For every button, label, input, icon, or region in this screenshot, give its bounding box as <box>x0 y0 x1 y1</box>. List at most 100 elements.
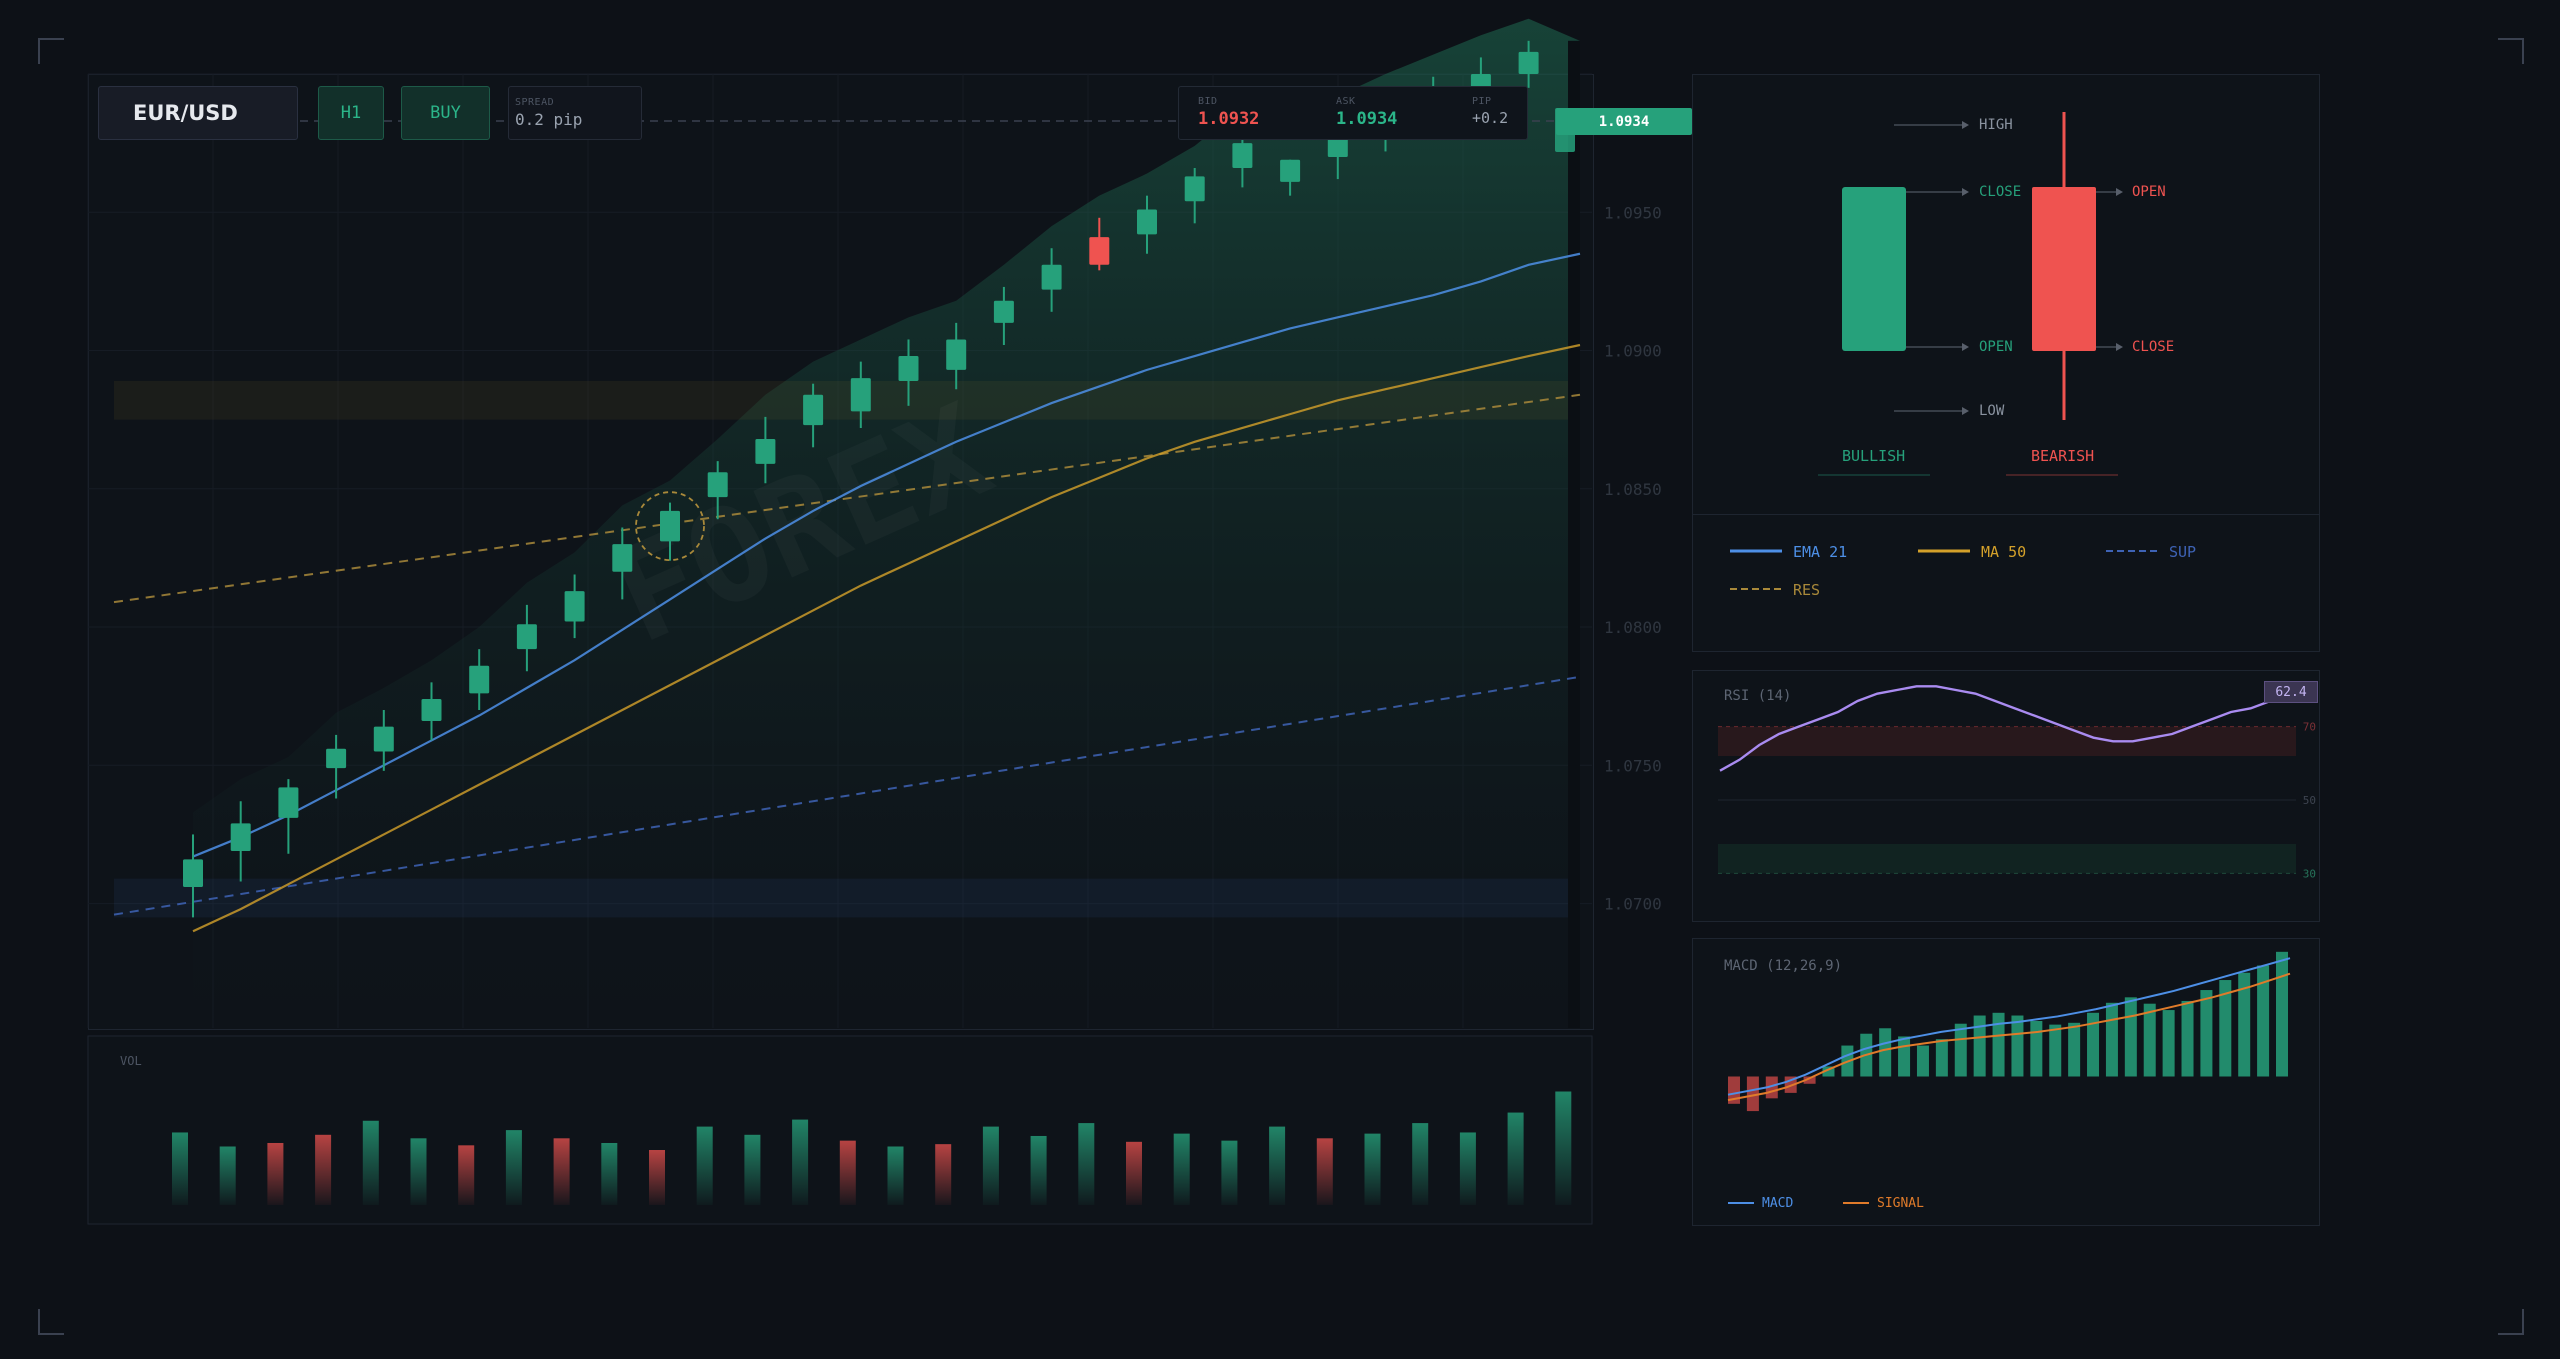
bullish-candle <box>183 859 203 887</box>
macd-histogram-bar-positive <box>2219 980 2232 1077</box>
bullish-candle <box>850 378 871 412</box>
signal-legend-label: SIGNAL <box>1877 1196 1924 1211</box>
macd-histogram-bar-positive <box>1954 1023 1967 1077</box>
macd-histogram-bar-positive <box>1822 1066 1835 1077</box>
support-trendline <box>113 675 1581 916</box>
volume-bar-down <box>315 1134 332 1205</box>
volume-bar-up <box>362 1120 379 1205</box>
y-tick-label: 1.0950 <box>1604 203 1662 222</box>
pair-label: EUR/USD <box>133 101 238 125</box>
macd-histogram-bar-negative <box>1803 1076 1816 1084</box>
anatomy-bear-close-label: CLOSE <box>2132 339 2175 355</box>
rsi-title: RSI (14) <box>1724 688 1792 704</box>
macd-histogram-bar-positive <box>1879 1028 1892 1077</box>
bid-label: BID <box>1198 96 1218 107</box>
bearish-candle <box>1089 237 1110 265</box>
timeframe-label: H1 <box>340 103 362 123</box>
spread-box: SPREAD 0.2 pip <box>508 86 642 140</box>
buy-button[interactable]: BUY <box>401 86 490 140</box>
macd-histogram-bar-positive <box>2238 972 2251 1077</box>
volume-bar-up <box>1412 1123 1429 1205</box>
bid-block: BID 1.0932 <box>1198 96 1259 129</box>
ema21-line <box>192 252 1581 858</box>
bullish-candle <box>755 439 776 464</box>
macd-histogram-bar-positive <box>2257 965 2270 1077</box>
anatomy-low-arrow-head <box>1962 407 1969 415</box>
bullish-candle <box>1184 176 1205 202</box>
macd-histogram-bar-positive <box>2143 1003 2156 1077</box>
pip-value: +0.2 <box>1472 109 1509 127</box>
volume-title: VOL <box>120 1054 142 1068</box>
y-tick-label: 1.0900 <box>1604 342 1662 361</box>
rsi-overbought-zone <box>1718 726 2296 756</box>
rsi-line <box>1719 685 2291 772</box>
ask-block: ASK 1.0934 <box>1336 96 1397 129</box>
pair-chip[interactable]: EUR/USD <box>98 86 298 140</box>
macd-histogram-bar-positive <box>1973 1015 1986 1077</box>
bullish-candle <box>564 591 585 622</box>
right-edge-band <box>1568 40 1580 1029</box>
price-area-fill <box>193 18 1580 1028</box>
legend-res-label: RES <box>1793 581 1821 599</box>
macd-histogram-bar-positive <box>2030 1020 2043 1077</box>
macd-histogram-bar-positive <box>1935 1039 1948 1077</box>
macd-histogram-bar-positive <box>2200 990 2213 1077</box>
highlight-circle <box>635 491 705 562</box>
bullish-candle <box>707 472 728 498</box>
volume-bar-down <box>935 1144 952 1205</box>
macd-legend-label: MACD <box>1762 1196 1794 1211</box>
macd-line <box>1727 957 2291 1096</box>
macd-histogram-bar-positive <box>2276 951 2288 1077</box>
volume-bar-up <box>601 1142 618 1205</box>
bid-value: 1.0932 <box>1198 109 1260 129</box>
macd-histogram-bar-positive <box>1916 1045 1929 1077</box>
volume-bar-up <box>219 1146 236 1205</box>
timeframe-button[interactable]: H1 <box>318 86 384 140</box>
bullish-candle <box>612 544 633 572</box>
pip-block: PIP +0.2 <box>1472 96 1508 127</box>
volume-bar-up <box>172 1132 188 1205</box>
y-tick-label: 1.0800 <box>1604 618 1662 637</box>
volume-bar-up <box>1507 1112 1524 1205</box>
current-price-tag: 1.0934 <box>1556 108 1692 135</box>
bullish-candle <box>660 510 680 542</box>
macd-histogram-bar-positive <box>2105 1002 2118 1077</box>
bullish-label: BULLISH <box>1842 447 1906 465</box>
volume-bar-up <box>887 1146 904 1205</box>
bullish-candle <box>469 665 490 694</box>
macd-histogram-bar-positive <box>2068 1022 2081 1077</box>
anatomy-panel <box>1692 74 2320 516</box>
macd-histogram-bar-positive <box>2011 1015 2024 1077</box>
volume-bar-up <box>1221 1140 1238 1205</box>
volume-bar-up <box>410 1138 427 1205</box>
bullish-candle <box>898 356 919 381</box>
volume-bar-down <box>1316 1138 1333 1205</box>
volume-bar-up <box>1555 1091 1572 1205</box>
y-tick-label: 1.0850 <box>1604 480 1662 499</box>
volume-bar-up <box>1364 1133 1381 1205</box>
bullish-candle <box>1280 159 1301 182</box>
frame-corner-top-left <box>38 38 64 64</box>
anatomy-bullish-candle <box>1842 187 1906 351</box>
macd-histogram-bar-negative <box>1746 1076 1759 1112</box>
anatomy-bull-open-label: OPEN <box>1979 339 2013 355</box>
anatomy-bull-close-label: CLOSE <box>1979 184 2022 200</box>
anatomy-high-arrow-head <box>1962 121 1969 129</box>
macd-histogram-bar-positive <box>1992 1012 2005 1077</box>
legend-sup-label: SUP <box>2169 543 2197 561</box>
legend-panel <box>1692 514 2320 652</box>
volume-bar-down <box>839 1140 856 1205</box>
rsi-value-badge: 62.4 <box>2264 681 2318 703</box>
frame-corner-bottom-right <box>2498 1309 2524 1335</box>
rsi-value: 62.4 <box>2275 684 2307 700</box>
spread-value: 0.2 pip <box>515 110 583 129</box>
rsi-panel <box>1692 670 2320 922</box>
buy-label: BUY <box>430 103 461 123</box>
rsi-level-label: 30 <box>2303 867 2316 880</box>
rsi-level-label: 70 <box>2303 721 2316 734</box>
ask-label: ASK <box>1336 96 1356 107</box>
volume-bar-down <box>267 1142 284 1205</box>
bullish-candle <box>1518 51 1539 74</box>
bullish-candle <box>946 339 967 370</box>
legend-ema-label: EMA 21 <box>1793 543 1848 561</box>
